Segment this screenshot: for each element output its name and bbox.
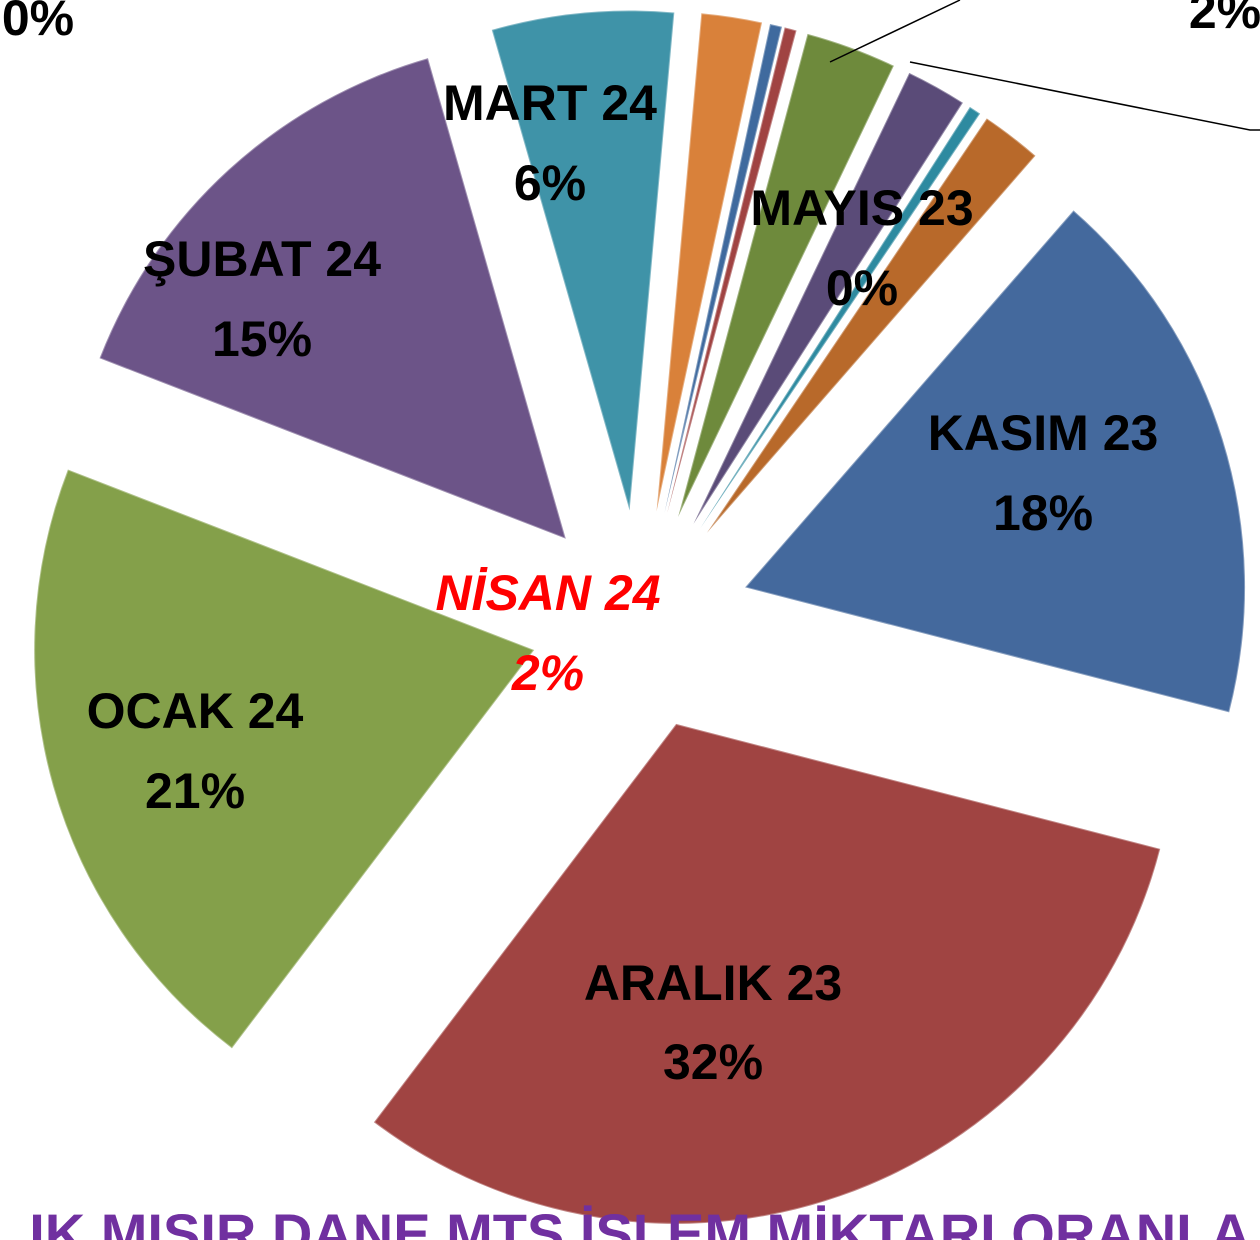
- pie-slice: [699, 105, 982, 529]
- pie-slice: [655, 12, 764, 512]
- pie-slice: [692, 71, 965, 525]
- slices: [33, 9, 1247, 1225]
- value-label: 21%: [145, 763, 245, 819]
- pie-slice: [490, 9, 676, 511]
- value-label: 6%: [514, 155, 586, 211]
- pie-slice: [677, 32, 896, 518]
- pie-slice: [98, 56, 568, 541]
- leader-line: [909, 61, 1260, 131]
- value-label: 2%: [1189, 0, 1260, 39]
- slice-label: MART 24: [443, 75, 657, 131]
- chart-title: IK MISIR DANE MTS İŞLEM MİKTARI ORANLA: [29, 1202, 1251, 1240]
- slice-label: MAYIS 23: [750, 180, 973, 236]
- slice-label: ŞUBAT 24: [143, 231, 381, 287]
- value-label: 15%: [212, 311, 312, 367]
- slice-label: OCAK 24: [87, 683, 304, 739]
- value-label: 0%: [2, 0, 74, 46]
- value-label: 18%: [993, 485, 1093, 541]
- slice-label: NİSAN 24: [435, 565, 660, 621]
- labels: MART 24 6% NİSAN 24 2% 0% 2% MAYIS 23 0% KASIM 2…: [2, 0, 1260, 1090]
- value-label: 2%: [511, 645, 584, 701]
- pie-slice: [743, 209, 1247, 714]
- pie-slice: [706, 116, 1037, 534]
- pie-slice: [372, 722, 1162, 1225]
- pie-slice: [666, 26, 798, 514]
- slice-label: KASIM 23: [928, 405, 1159, 461]
- pie-slice: [663, 22, 784, 514]
- pie-slice: [33, 468, 536, 1050]
- value-label: 32%: [663, 1034, 763, 1090]
- slice-label: ARALIK 23: [584, 955, 842, 1011]
- value-label: 0%: [826, 260, 898, 316]
- leader-line: [829, 0, 961, 63]
